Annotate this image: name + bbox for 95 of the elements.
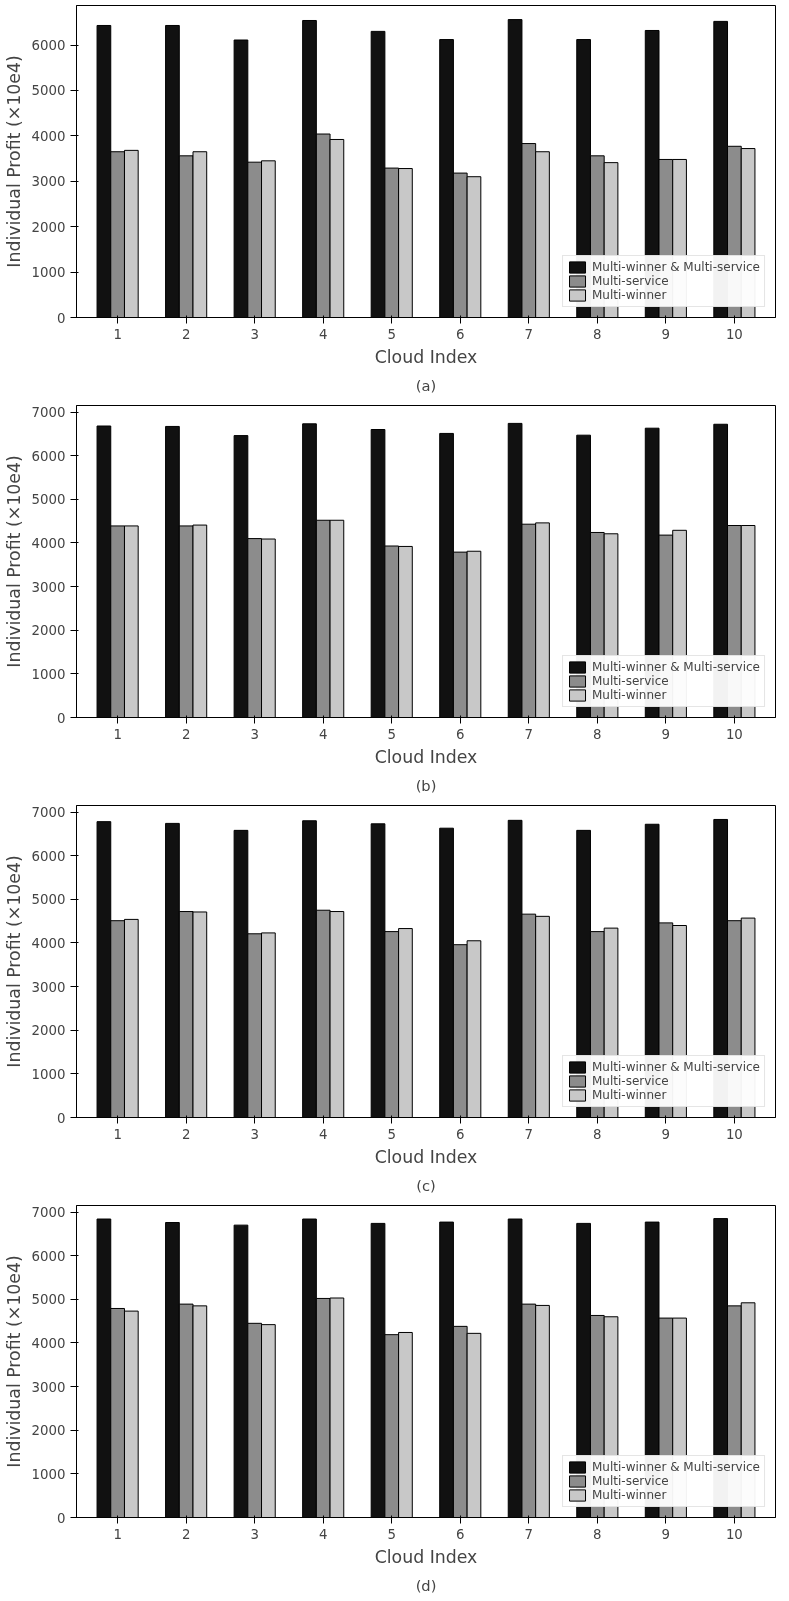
x-tick-label: 4	[318, 1126, 328, 1142]
y-tick-label: 6000	[31, 448, 66, 464]
x-tick-label: 6	[456, 326, 465, 342]
x-tick-label: 2	[181, 1526, 191, 1542]
y-tick-label: 5000	[31, 492, 66, 508]
x-tick-label: 1	[113, 1526, 122, 1542]
y-axis-title: Individual Profit (×10e4)	[3, 455, 24, 668]
x-tick-label: 10	[725, 1126, 743, 1142]
x-tick-label: 6	[456, 1126, 465, 1142]
x-tick-label: 8	[593, 1126, 602, 1142]
x-tick-label: 3	[250, 1126, 259, 1142]
legend-label: Multi-winner & Multi-service	[592, 660, 760, 674]
x-axis-title: Cloud Index	[374, 1546, 478, 1567]
text: (a)	[415, 376, 437, 394]
legend-label: Multi-winner & Multi-service	[592, 1460, 760, 1474]
legend-label: Multi-service	[592, 674, 669, 688]
y-tick-label: 5000	[31, 1292, 66, 1308]
y-axis-title: Individual Profit (×10e4)	[3, 1255, 24, 1468]
legend-label: Multi-winner	[592, 1488, 667, 1502]
x-tick-label: 8	[593, 726, 602, 742]
y-tick-label: 1000	[31, 666, 66, 682]
x-tick-label: 3	[250, 326, 259, 342]
y-tick-label: 5000	[31, 83, 66, 99]
x-tick-label: 7	[524, 1126, 534, 1142]
y-tick-label: 2000	[31, 623, 66, 639]
x-tick-label: 5	[387, 726, 396, 742]
y-tick-label: 7000	[31, 405, 66, 421]
y-tick-label: 3000	[31, 1379, 66, 1395]
y-tick-label: 5000	[31, 892, 66, 908]
x-tick-label: 7	[524, 1526, 534, 1542]
y-tick-label: 1000	[31, 265, 66, 281]
x-tick-label: 10	[725, 326, 743, 342]
x-tick-label: 1	[113, 1126, 122, 1142]
x-tick-label: 8	[593, 1526, 602, 1542]
y-tick-label: 1000	[31, 1066, 66, 1082]
y-tick-label: 0	[57, 310, 66, 326]
legend-label: Multi-service	[592, 1474, 669, 1488]
y-tick-label: 3000	[31, 579, 66, 595]
y-tick-label: 0	[57, 1510, 66, 1526]
y-tick-label: 6000	[31, 1248, 66, 1264]
x-axis-title: Cloud Index	[374, 746, 478, 767]
y-axis-title: Individual Profit (×10e4)	[3, 855, 24, 1068]
x-tick-label: 6	[456, 1526, 465, 1542]
legend-label: Multi-service	[592, 274, 669, 288]
y-tick-label: 3000	[31, 979, 66, 995]
x-tick-label: 9	[661, 726, 671, 742]
y-tick-label: 6000	[31, 848, 66, 864]
x-tick-label: 3	[250, 1526, 259, 1542]
y-tick-label: 2000	[31, 1023, 66, 1039]
x-tick-label: 10	[725, 1526, 743, 1542]
x-tick-label: 2	[181, 1126, 191, 1142]
y-tick-label: 4000	[31, 535, 66, 551]
y-tick-label: 1000	[31, 1466, 66, 1482]
legend-label: Multi-service	[592, 1074, 669, 1088]
legend-label: Multi-winner	[592, 288, 667, 302]
text: (b)	[415, 776, 437, 794]
y-tick-label: 7000	[31, 1205, 66, 1221]
x-tick-label: 8	[593, 326, 602, 342]
y-tick-label: 3000	[31, 174, 66, 190]
y-tick-label: 0	[57, 1110, 66, 1126]
x-axis-title: Cloud Index	[374, 346, 478, 367]
y-tick-label: 7000	[31, 805, 66, 821]
y-tick-label: 0	[57, 710, 66, 726]
x-tick-label: 4	[318, 326, 328, 342]
x-tick-label: 4	[318, 1526, 328, 1542]
x-tick-label: 2	[181, 726, 191, 742]
x-tick-label: 5	[387, 1126, 396, 1142]
x-tick-label: 6	[456, 726, 465, 742]
y-tick-label: 2000	[31, 1423, 66, 1439]
x-tick-label: 1	[113, 326, 122, 342]
legend-label: Multi-winner	[592, 688, 667, 702]
x-tick-label: 9	[661, 1526, 671, 1542]
x-tick-label: 3	[250, 726, 259, 742]
legend-label: Multi-winner & Multi-service	[592, 1060, 760, 1074]
x-tick-label: 5	[387, 326, 396, 342]
x-tick-label: 7	[524, 726, 534, 742]
x-axis-title: Cloud Index	[374, 1146, 478, 1167]
x-tick-label: 10	[725, 726, 743, 742]
y-axis-title: Individual Profit (×10e4)	[3, 55, 24, 268]
x-tick-label: 5	[387, 1526, 396, 1542]
y-tick-label: 2000	[31, 219, 66, 235]
text: (d)	[415, 1576, 437, 1594]
y-tick-label: 4000	[31, 128, 66, 144]
x-tick-label: 1	[113, 726, 122, 742]
x-tick-label: 7	[524, 326, 534, 342]
x-tick-label: 2	[181, 326, 191, 342]
x-tick-label: 9	[661, 326, 671, 342]
y-tick-label: 4000	[31, 1335, 66, 1351]
text: (c)	[416, 1176, 436, 1194]
legend-label: Multi-winner & Multi-service	[592, 260, 760, 274]
legend-label: Multi-winner	[592, 1088, 667, 1102]
y-tick-label: 4000	[31, 935, 66, 951]
y-tick-label: 6000	[31, 38, 66, 54]
x-tick-label: 9	[661, 1126, 671, 1142]
x-tick-label: 4	[318, 726, 328, 742]
